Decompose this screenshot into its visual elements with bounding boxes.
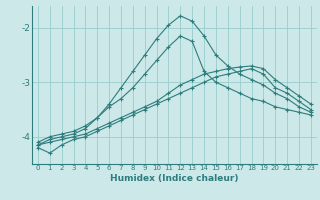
X-axis label: Humidex (Indice chaleur): Humidex (Indice chaleur) [110, 174, 239, 183]
